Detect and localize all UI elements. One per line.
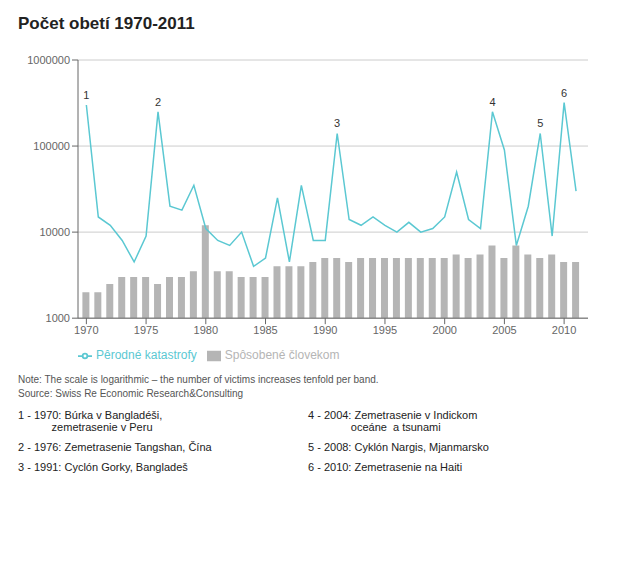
svg-text:2000: 2000 [432, 324, 456, 336]
svg-text:1990: 1990 [313, 324, 337, 336]
html-text:3 - 1991: Cyclón Gorky, Bangla: 3 - 1991: Cyclón Gorky, Bangladeš [18, 461, 188, 473]
svg-text:2005: 2005 [492, 324, 516, 336]
svg-text:1000: 1000 [46, 312, 70, 324]
html-text:zemetrasenie v Peru: zemetrasenie v Peru [18, 421, 153, 433]
html-text:4 - 2004: Zemetrasenie v Indic: 4 - 2004: Zemetrasenie v Indickom [308, 409, 478, 421]
svg-text:3: 3 [334, 117, 340, 129]
html-text:Note: The scale is logarithmic: Note: The scale is logarithmic – the num… [18, 374, 379, 385]
svg-text:6: 6 [561, 87, 567, 99]
html-text:2 - 1976: Zemetrasenie Tangsha: 2 - 1976: Zemetrasenie Tangshan, Čína [18, 441, 212, 453]
svg-text:1975: 1975 [134, 324, 158, 336]
html-text:Počet obetí 1970-2011: Počet obetí 1970-2011 [18, 14, 195, 33]
html-text:5 - 2008: Cyklón Nargis, Mjanm: 5 - 2008: Cyklón Nargis, Mjanmarsko [308, 441, 489, 453]
html-text:oceáne a tsunami: oceáne a tsunami [308, 421, 441, 433]
svg-text:1970: 1970 [74, 324, 98, 336]
html-text:Source: Swiss Re Economic Rese: Source: Swiss Re Economic Research&Consu… [18, 388, 244, 399]
html-text:Pêrodné katastrofy: Pêrodné katastrofy [96, 348, 197, 363]
svg-text:10000: 10000 [39, 226, 70, 238]
svg-text:1980: 1980 [194, 324, 218, 336]
svg-text:1985: 1985 [253, 324, 277, 336]
svg-text:100000: 100000 [33, 140, 70, 152]
svg-text:2: 2 [155, 96, 161, 108]
svg-text:1995: 1995 [373, 324, 397, 336]
html-text:1 - 1970: Búrka v Bangladéši,: 1 - 1970: Búrka v Bangladéši, [18, 409, 163, 421]
svg-text:1: 1 [83, 89, 89, 101]
svg-text:2010: 2010 [552, 324, 576, 336]
svg-text:4: 4 [489, 96, 495, 108]
svg-text:5: 5 [537, 117, 543, 129]
html-text:6 - 2010: Zemetrasenie na Hait: 6 - 2010: Zemetrasenie na Haiti [308, 461, 463, 473]
html-text:Spôsobené človekom: Spôsobené človekom [224, 348, 340, 363]
svg-text:1000000: 1000000 [27, 54, 70, 66]
